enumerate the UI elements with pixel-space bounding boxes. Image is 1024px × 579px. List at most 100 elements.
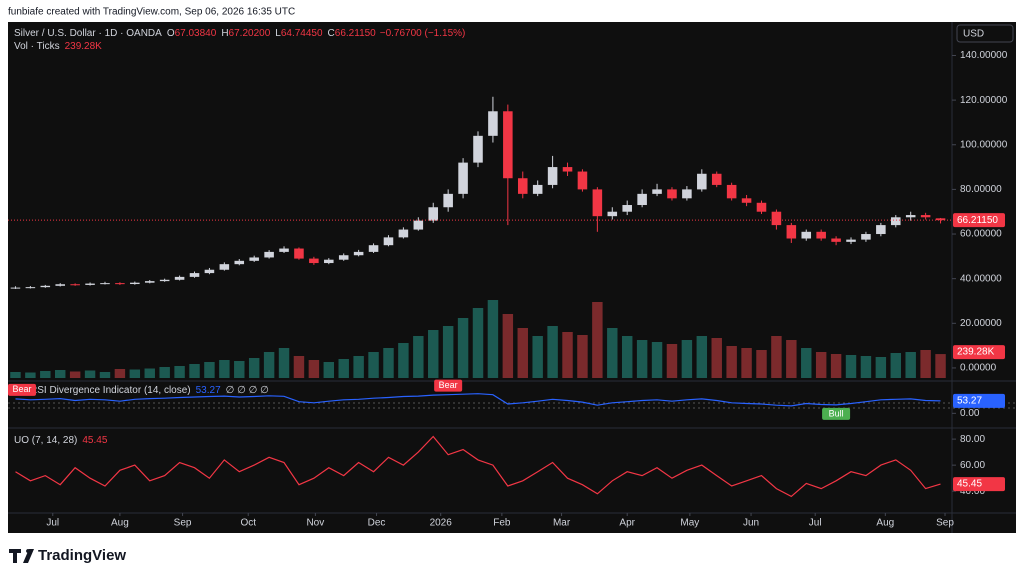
volume-bar	[457, 318, 469, 378]
last-price-label: 66.21150	[957, 215, 998, 226]
volume-bar	[726, 346, 737, 378]
candle-body	[174, 276, 185, 280]
volume-bar	[263, 352, 275, 378]
ohlc-value: 67.03840	[175, 28, 217, 39]
price-tick-label: 40.00000	[960, 273, 1002, 284]
volume-bar	[696, 336, 708, 378]
candle-body	[607, 211, 618, 217]
volume-bar	[323, 362, 335, 378]
candle-body	[920, 215, 931, 218]
ohlc: O67.03840 H67.20200 L64.74450 C66.21150	[167, 28, 376, 39]
candle-body	[547, 167, 558, 185]
volume-bar	[666, 344, 678, 378]
price-tick-label: 20.00000	[960, 318, 1002, 329]
candle-body	[697, 173, 707, 190]
volume-bar	[114, 369, 126, 378]
candle-body	[383, 237, 394, 246]
candle-body	[488, 111, 498, 136]
rsi-symbols: ∅ ∅ ∅ ∅	[226, 385, 269, 396]
volume-bar	[741, 348, 752, 378]
ohlc-label: H	[221, 28, 228, 39]
candle-body	[935, 218, 946, 221]
volume-bar	[771, 336, 782, 378]
candle-body	[130, 282, 140, 285]
candle-body	[726, 184, 737, 199]
volume-bar	[159, 367, 170, 378]
volume-bar	[830, 354, 842, 378]
volume-bar	[845, 355, 857, 378]
volume-bar	[353, 356, 364, 378]
time-tick-label: Mar	[553, 518, 571, 529]
brand-logo: TradingView	[9, 547, 126, 564]
legend-title: Silver / U.S. Dollar · 1D · OANDA O67.038…	[14, 28, 465, 39]
divergence-label: Bull	[829, 408, 844, 418]
price-tick-label: 140.00000	[960, 50, 1008, 61]
divergence-label: Bear	[12, 384, 31, 394]
candle-body	[368, 245, 379, 252]
volume-bar	[308, 360, 320, 378]
volume-bar	[890, 353, 901, 378]
ohlc-value: 64.74450	[281, 28, 323, 39]
time-tick-label: Jul	[809, 518, 822, 529]
volume-bar	[234, 361, 245, 378]
volume-bar	[204, 362, 215, 378]
divergence-box	[434, 379, 463, 392]
uo-tick-label: 60.00	[960, 460, 985, 471]
candle-body	[876, 225, 886, 235]
volume-bar	[592, 302, 603, 378]
volume-last-label: 239.28K	[957, 347, 995, 358]
uo-tick-label: 80.00	[960, 434, 985, 445]
candle-body	[801, 231, 812, 239]
candle-body	[622, 205, 632, 212]
candle-body	[55, 284, 65, 286]
candle-body	[786, 225, 797, 239]
candle-body	[338, 255, 349, 260]
candle-body	[115, 283, 125, 285]
change: −0.76700 (−1.15%)	[380, 28, 466, 39]
candle-body	[189, 273, 200, 277]
volume-bar	[562, 332, 573, 378]
symbol-title: Silver / U.S. Dollar · 1D · OANDA	[14, 28, 162, 39]
volume-bar	[607, 328, 618, 378]
candle-body	[667, 189, 677, 199]
uo-name: UO (7, 14, 28)	[14, 435, 77, 446]
candle-body	[682, 189, 692, 199]
uo-line	[15, 435, 941, 498]
candle-body	[10, 287, 21, 289]
volume-bar	[651, 342, 663, 378]
candle-body	[905, 215, 916, 218]
chart-area	[8, 22, 1016, 533]
volume-bar	[636, 340, 648, 378]
volume-bar	[413, 336, 424, 378]
candle-body	[532, 184, 543, 194]
divergence-label: Bear	[439, 380, 458, 390]
volume-bar	[189, 364, 200, 378]
candle-body	[219, 264, 230, 270]
time-tick-label: Nov	[306, 518, 324, 529]
candle-body	[85, 283, 95, 285]
candle-body	[562, 167, 573, 172]
volume-bar	[428, 330, 439, 378]
candle-body	[324, 259, 334, 264]
price-tick-label: 60.00000	[960, 229, 1002, 240]
candle-body	[503, 111, 513, 179]
candle-body	[637, 193, 647, 206]
candle-body	[443, 193, 453, 208]
candle-body	[40, 285, 51, 288]
volume-last-label-box	[953, 345, 1005, 360]
rsi-tick-label: 0.00	[960, 408, 980, 419]
ohlc-value: 67.20200	[229, 28, 271, 39]
currency-box[interactable]	[956, 24, 1014, 43]
currency: USD	[963, 29, 984, 40]
volume-bar	[502, 314, 514, 378]
volume-bar	[711, 338, 722, 378]
volume-bar	[935, 354, 946, 378]
volume-bar	[860, 356, 872, 378]
volume-bar	[786, 340, 797, 378]
header-caption: funbiafe created with TradingView.com, S…	[8, 7, 295, 18]
volume-bar	[547, 326, 558, 378]
candle-body	[294, 248, 304, 259]
candle-body	[264, 251, 274, 258]
candle-body	[353, 251, 364, 256]
